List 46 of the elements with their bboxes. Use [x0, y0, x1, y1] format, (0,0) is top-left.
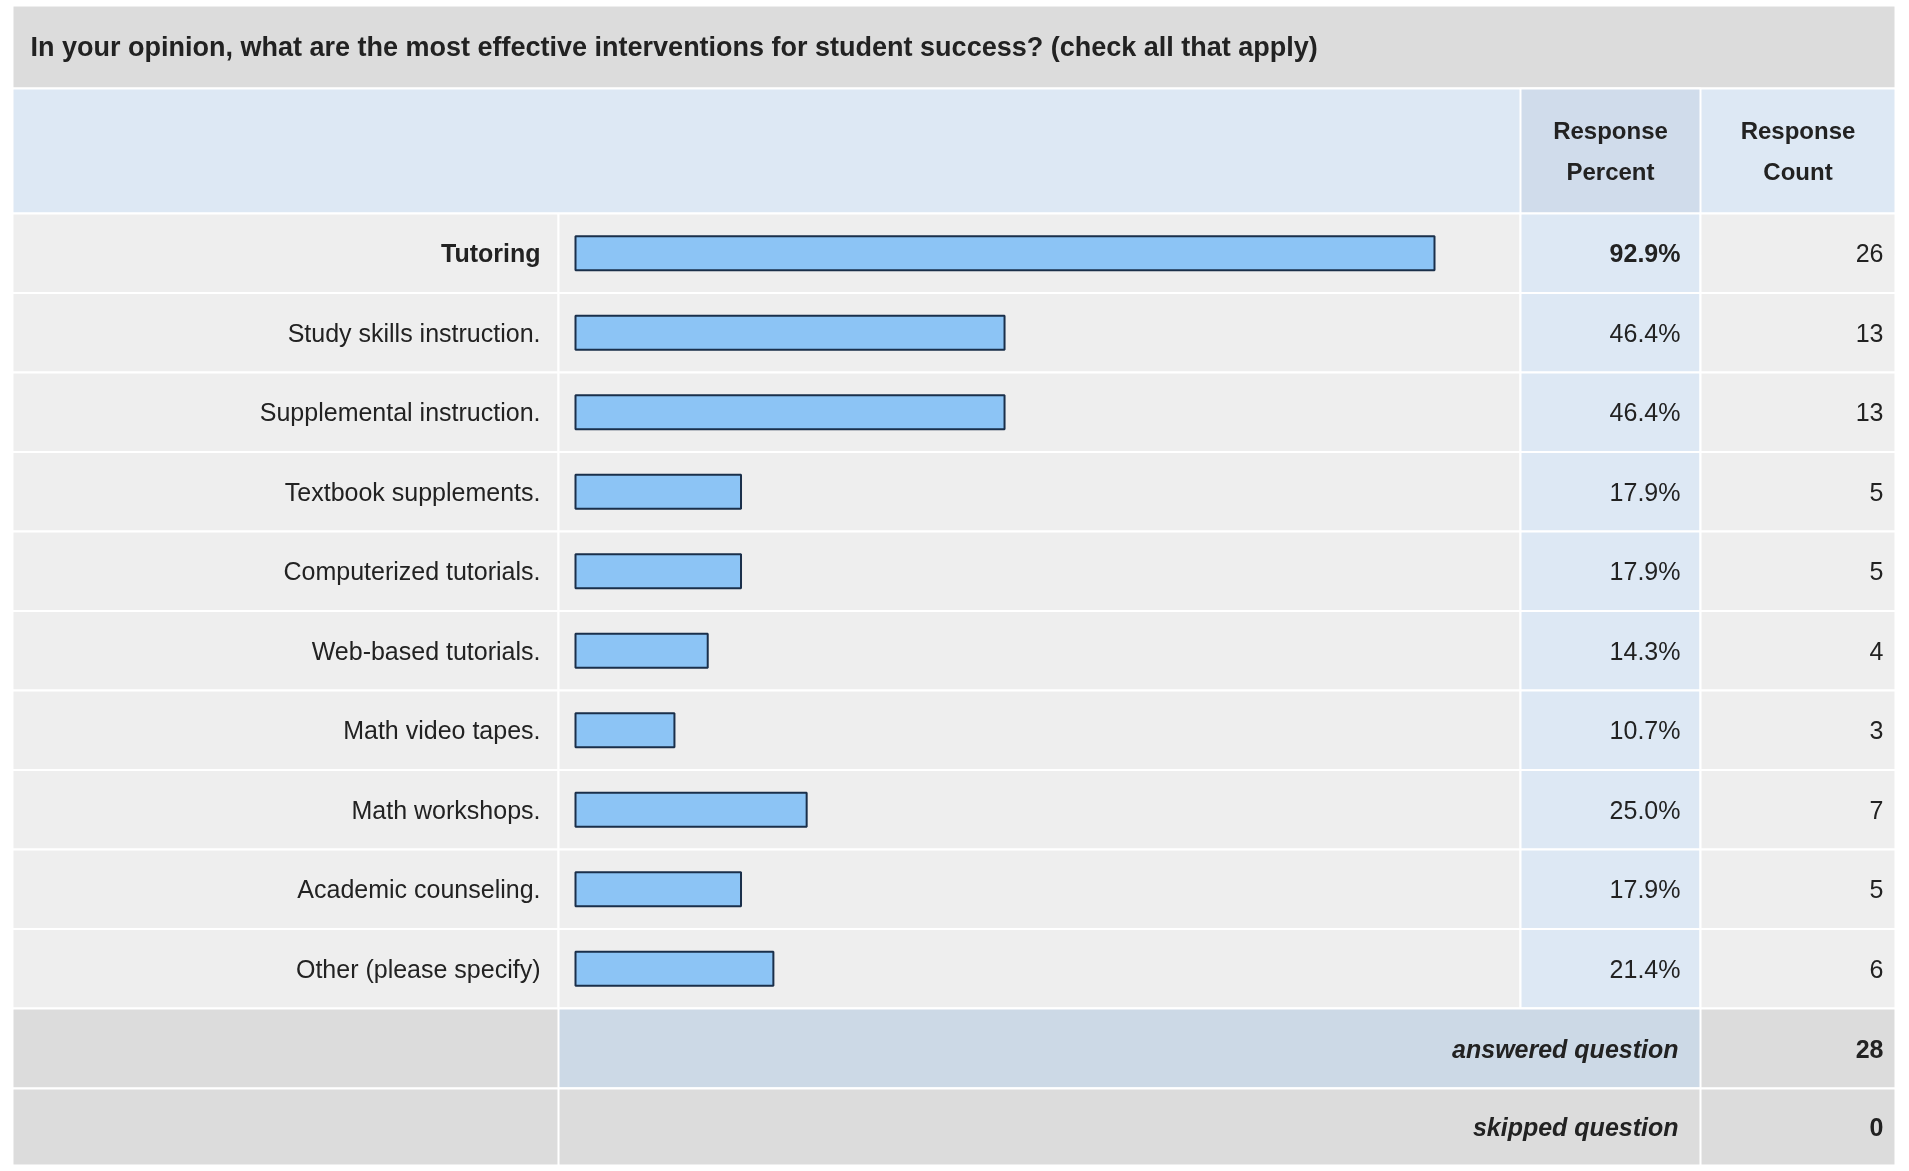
text: 5 — [1869, 557, 1884, 586]
text: 3 — [1869, 716, 1884, 745]
y-tick-label: Supplemental instruction. — [259, 398, 541, 427]
text: 4 — [1869, 636, 1884, 665]
y-tick-label: Other (please specify) — [295, 954, 541, 983]
text: Response Count — [1740, 117, 1856, 185]
data-label: 17.9% — [1609, 557, 1681, 586]
text: 13 — [1855, 398, 1884, 427]
data-label: 10.7% — [1609, 716, 1681, 745]
text: 13 — [1855, 318, 1884, 347]
text: 26 — [1855, 239, 1884, 268]
text: 6 — [1869, 954, 1884, 983]
y-tick-label: Math video tapes. — [343, 716, 541, 745]
text: 0 — [1869, 1113, 1884, 1141]
text: Response Percent — [1553, 117, 1668, 185]
y-tick-label: Textbook supplements. — [284, 477, 541, 506]
bar — [574, 394, 1006, 431]
data-label: 46.4% — [1609, 318, 1681, 347]
y-tick-label: Web-based tutorials. — [311, 636, 541, 665]
text: 5 — [1869, 875, 1884, 904]
data-label: 92.9% — [1609, 239, 1681, 268]
bar — [574, 473, 743, 510]
text: answered question — [1452, 1034, 1679, 1063]
data-label: 17.9% — [1609, 477, 1681, 506]
text: 28 — [1855, 1034, 1884, 1063]
y-tick-label: Study skills instruction. — [287, 318, 541, 347]
bar — [574, 712, 676, 749]
data-label: 25.0% — [1609, 795, 1681, 824]
bar — [574, 791, 808, 828]
bar — [574, 632, 709, 669]
data-label: 17.9% — [1609, 875, 1681, 904]
text: 5 — [1869, 477, 1884, 506]
y-tick-label: Computerized tutorials. — [283, 557, 541, 586]
chart-title: In your opinion, what are the most effective interventions for student success? (check all that apply) — [30, 32, 1318, 62]
y-tick-label: Math workshops. — [351, 795, 541, 824]
bar — [574, 314, 1006, 351]
y-tick-label: Tutoring — [441, 239, 541, 268]
y-tick-label: Academic counseling. — [297, 875, 541, 904]
text: 7 — [1869, 795, 1884, 824]
bar — [574, 871, 743, 908]
data-label: 21.4% — [1609, 954, 1681, 983]
bar — [574, 553, 743, 590]
data-label: 14.3% — [1609, 636, 1681, 665]
text: skipped question — [1472, 1113, 1679, 1141]
bar — [574, 950, 775, 987]
data-label: 46.4% — [1609, 398, 1681, 427]
